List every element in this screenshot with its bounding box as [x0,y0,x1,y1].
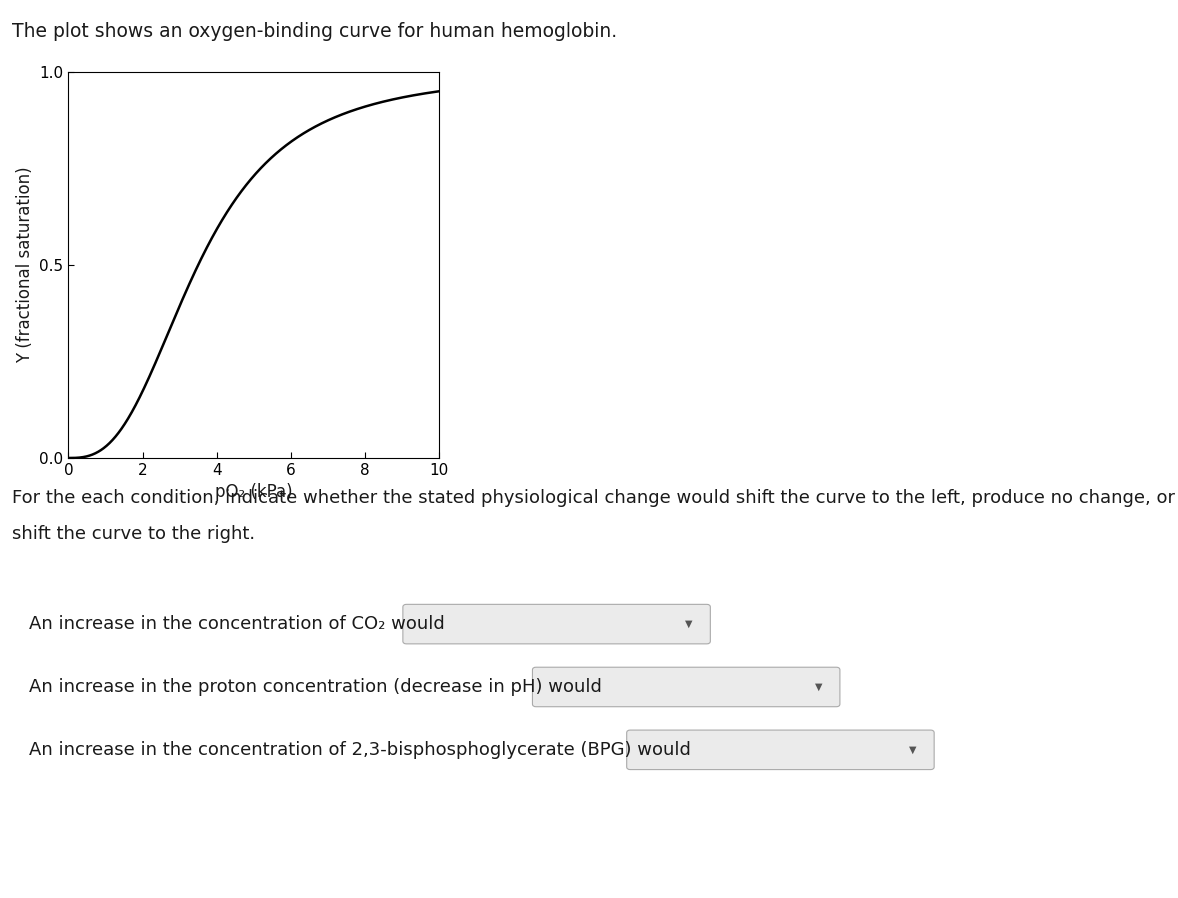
Text: For the each condition, indicate whether the stated physiological change would s: For the each condition, indicate whether… [12,489,1174,507]
Text: An increase in the concentration of CO₂ would: An increase in the concentration of CO₂ … [29,615,445,633]
Text: shift the curve to the right.: shift the curve to the right. [12,525,254,543]
Y-axis label: Y (fractional saturation): Y (fractional saturation) [15,167,34,363]
Text: An increase in the concentration of 2,3-bisphosphoglycerate (BPG) would: An increase in the concentration of 2,3-… [29,741,691,759]
Text: An increase in the proton concentration (decrease in pH) would: An increase in the proton concentration … [29,678,602,696]
X-axis label: pO₂ (kPa): pO₂ (kPa) [216,483,292,501]
Text: The plot shows an oxygen-binding curve for human hemoglobin.: The plot shows an oxygen-binding curve f… [12,22,617,41]
Text: ▼: ▼ [686,619,693,629]
Text: ▼: ▼ [815,682,822,692]
Text: ▼: ▼ [909,744,916,755]
